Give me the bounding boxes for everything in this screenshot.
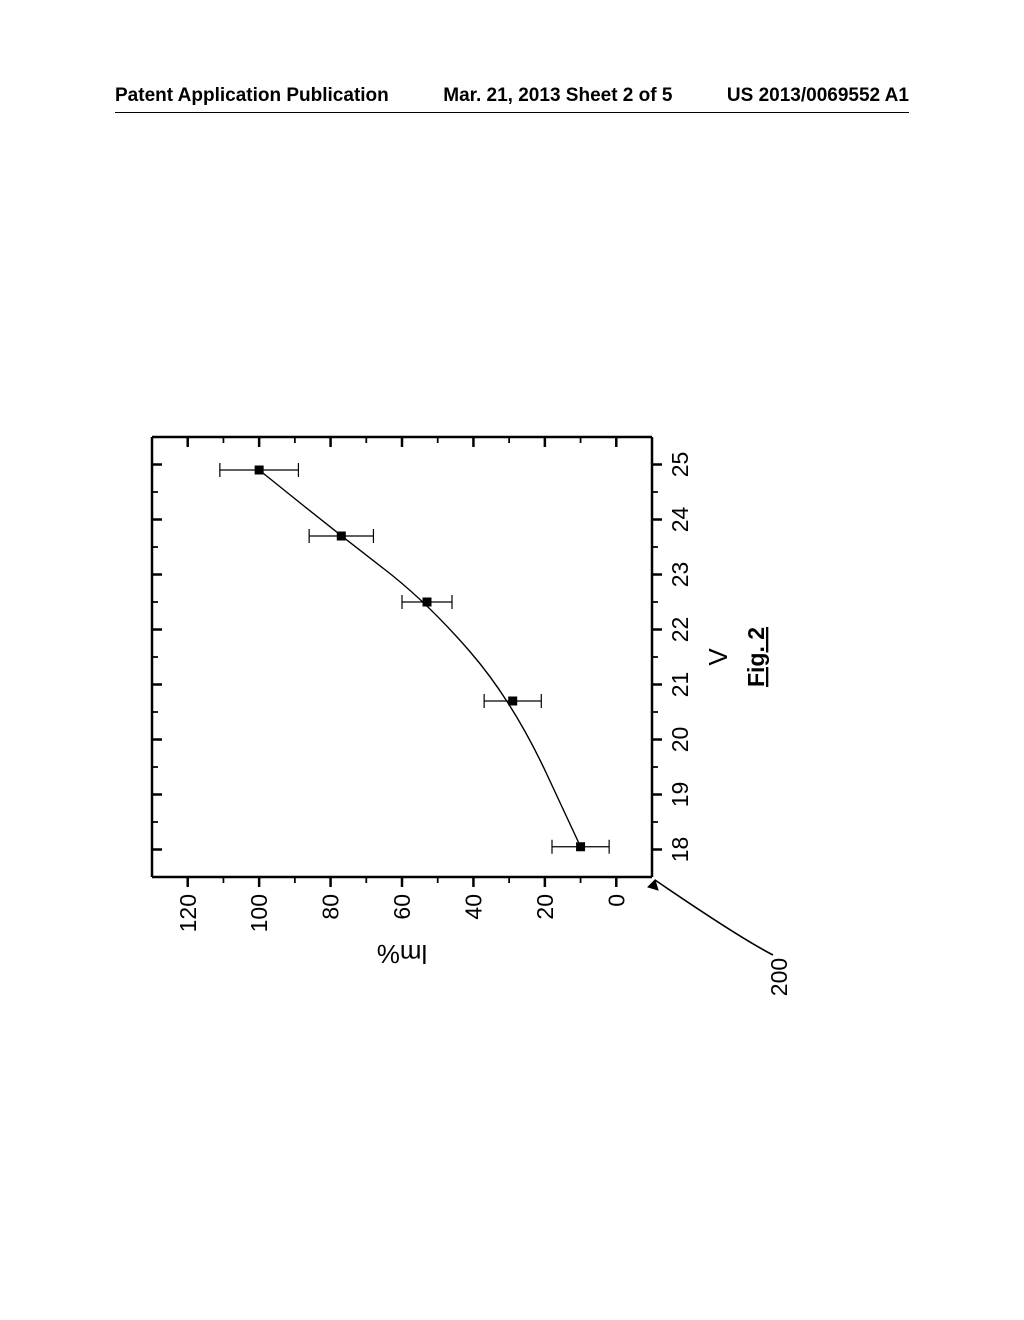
patent-header: Patent Application Publication Mar. 21, … (0, 85, 1024, 107)
y-tick-label: 20 (532, 894, 558, 920)
data-marker (509, 697, 517, 705)
x-tick-label: 19 (667, 782, 693, 808)
chart-container: 18 19 20 21 22 23 24 25 V 0 20 40 60 80 100 120 lm% Fig. … (0, 160, 1024, 1210)
x-tick-label: 22 (667, 617, 693, 643)
header-center: Mar. 21, 2013 Sheet 2 of 5 (443, 85, 672, 107)
y-tick-label: 60 (389, 894, 415, 920)
data-marker (577, 843, 585, 851)
x-tick-label: 18 (667, 837, 693, 863)
data-marker (423, 598, 431, 606)
y-axis-label: lm% (377, 939, 428, 969)
data-marker (255, 466, 263, 474)
header-rule (115, 112, 909, 113)
y-tick-label: 0 (603, 894, 629, 907)
y-tick-label: 80 (318, 894, 344, 920)
x-axis-label: V (703, 648, 733, 666)
header-right: US 2013/0069552 A1 (727, 85, 909, 107)
x-tick-label: 23 (667, 562, 693, 588)
figure-label: Fig. 2 (743, 627, 769, 687)
x-tick-label: 24 (667, 507, 693, 533)
x-tick-label: 21 (667, 672, 693, 698)
data-marker (337, 532, 345, 540)
y-tick-label: 100 (246, 894, 272, 932)
header-left: Patent Application Publication (115, 85, 389, 107)
y-tick-label: 40 (460, 894, 486, 920)
y-tick-label: 120 (175, 894, 201, 932)
reference-numeral: 200 (766, 958, 792, 996)
data-line (259, 470, 580, 847)
reference-leader (655, 880, 773, 955)
x-tick-label: 20 (667, 727, 693, 753)
x-tick-label: 25 (667, 452, 693, 478)
chart-svg: 18 19 20 21 22 23 24 25 V 0 20 40 60 80 100 120 lm% Fig. … (0, 160, 1024, 1210)
